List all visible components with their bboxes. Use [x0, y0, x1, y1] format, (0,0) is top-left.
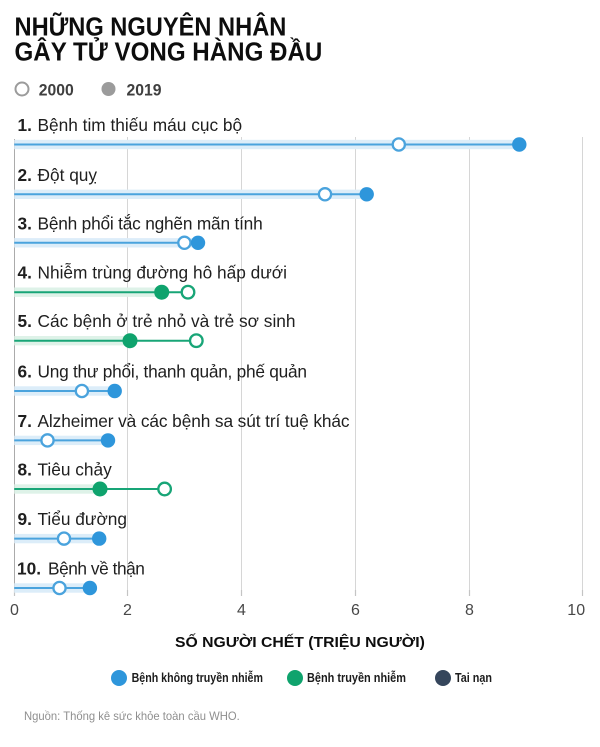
svg-text:4: 4 [237, 602, 246, 619]
svg-text:NHỮNG NGUYÊN NHÂN: NHỮNG NGUYÊN NHÂN [15, 10, 287, 41]
svg-text:5.: 5. [18, 311, 32, 331]
svg-text:10.: 10. [17, 559, 41, 579]
svg-text:Bệnh truyền nhiễm: Bệnh truyền nhiễm [307, 671, 406, 685]
svg-text:Ung thư phổi, thanh quản, phế: Ung thư phổi, thanh quản, phế quản [38, 362, 307, 382]
svg-text:Bệnh tim thiếu máu cục bộ: Bệnh tim thiếu máu cục bộ [38, 115, 243, 135]
svg-text:Alzheimer và các bệnh sa sút t: Alzheimer và các bệnh sa sút trí tuệ khá… [38, 411, 350, 431]
svg-text:Nhiễm trùng đường hô hấp dưới: Nhiễm trùng đường hô hấp dưới [38, 263, 287, 283]
svg-text:SỐ NGƯỜI CHẾT (TRIỆU NGƯỜI): SỐ NGƯỜI CHẾT (TRIỆU NGƯỜI) [175, 633, 425, 651]
svg-text:6.: 6. [18, 362, 32, 382]
svg-text:2: 2 [123, 602, 132, 619]
svg-text:Đột quỵ: Đột quỵ [38, 165, 98, 185]
svg-text:1.: 1. [18, 115, 32, 135]
svg-text:10: 10 [567, 602, 585, 619]
svg-text:2.: 2. [18, 165, 32, 185]
svg-text:Tiểu đường: Tiểu đường [38, 509, 128, 529]
svg-text:2019: 2019 [127, 81, 162, 100]
svg-text:9.: 9. [18, 509, 32, 529]
svg-text:Các bệnh ở trẻ nhỏ và trẻ sơ s: Các bệnh ở trẻ nhỏ và trẻ sơ sinh [38, 311, 296, 331]
svg-text:7.: 7. [18, 411, 32, 431]
svg-text:4.: 4. [18, 263, 32, 283]
svg-text:Bệnh về thận: Bệnh về thận [48, 559, 144, 579]
svg-text:8.: 8. [18, 460, 32, 480]
svg-text:2000: 2000 [39, 81, 74, 100]
svg-text:Tiêu chảy: Tiêu chảy [38, 460, 113, 480]
svg-text:Nguồn: Thống kê sức khỏe toàn: Nguồn: Thống kê sức khỏe toàn cầu WHO. [24, 711, 240, 723]
svg-text:Tai nạn: Tai nạn [455, 671, 492, 685]
svg-text:Bệnh phổi tắc nghẽn mãn tính: Bệnh phổi tắc nghẽn mãn tính [38, 213, 263, 233]
svg-text:Bệnh không truyền nhiễm: Bệnh không truyền nhiễm [132, 671, 263, 685]
svg-text:0: 0 [10, 602, 19, 619]
svg-text:6: 6 [351, 602, 360, 619]
svg-text:8: 8 [465, 602, 474, 619]
svg-text:GÂY TỬ VONG HÀNG ĐẦU: GÂY TỬ VONG HÀNG ĐẦU [15, 36, 323, 67]
svg-text:3.: 3. [18, 213, 32, 233]
